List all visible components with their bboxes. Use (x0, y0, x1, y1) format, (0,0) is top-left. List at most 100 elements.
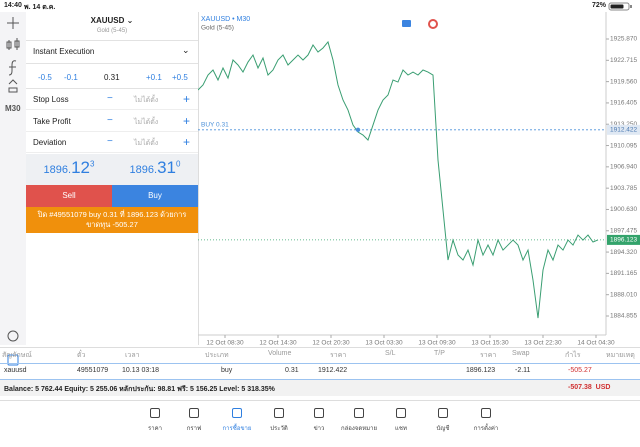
cell-ticket: 49551079 (77, 367, 109, 374)
x-tick-label: 14 Oct 04:30 (577, 340, 615, 347)
x-tick-label: 13 Oct 22:30 (524, 340, 562, 347)
tab-label[interactable]: ประวัติ (270, 426, 288, 432)
volume-value: 0.31 (104, 73, 120, 82)
objects-icon[interactable] (8, 79, 18, 93)
cell-profit: -505.27 (568, 367, 592, 374)
tab-label[interactable]: ข่าว (313, 426, 325, 432)
tab-label[interactable]: กราฟ (186, 426, 202, 432)
y-tick-label: 1925.870 (610, 36, 637, 43)
new-order-icon[interactable] (7, 354, 19, 366)
tab-icon[interactable] (150, 408, 160, 418)
tab-icon[interactable] (314, 408, 324, 418)
symbol-name: XAUUSD (90, 16, 125, 25)
cell-symbol: xauusd (4, 367, 27, 374)
decrease-button[interactable]: − (107, 93, 113, 104)
tab-icon[interactable] (396, 408, 406, 418)
timeframe-button[interactable]: M30 (5, 104, 21, 113)
account-summary: Balance: 5 762.44 Equity: 5 255.06 หลักป… (4, 386, 275, 393)
tab-label[interactable]: กล่องจดหมาย (340, 426, 378, 432)
position-row-highlight[interactable] (0, 363, 640, 380)
y-tick-label: 1910.095 (610, 142, 637, 149)
divider (26, 130, 198, 132)
status-date: พ. 14 ต.ค. (24, 4, 56, 11)
sell-button[interactable]: Sell (26, 185, 112, 207)
divider (26, 63, 198, 64)
volume-step[interactable]: -0.1 (64, 73, 78, 82)
chart-tool-icon (402, 20, 411, 27)
decrease-button[interactable]: − (107, 114, 113, 126)
execution-chevron[interactable]: ⌄ (182, 45, 190, 55)
tab-icon[interactable] (274, 408, 284, 418)
tab-label[interactable]: บัญชี (436, 426, 450, 432)
field-value[interactable]: ไม่ได้ตั้ง (134, 118, 159, 126)
column-header: หมายเหตุ (606, 352, 635, 359)
tab-icon[interactable] (232, 408, 242, 418)
tab-label[interactable]: การตั้งค่า (473, 426, 499, 432)
buy-button[interactable]: Buy (112, 185, 198, 207)
y-tick-label: 1903.785 (610, 185, 637, 192)
order-price-tag (607, 124, 640, 135)
toolbar-bottom-icons (7, 330, 19, 366)
execution-type[interactable]: Instant Execution (33, 47, 95, 56)
current-price-label: 1896.123 (610, 237, 637, 244)
x-tick-label: 13 Oct 15:30 (471, 340, 509, 347)
column-header: เวลา (125, 352, 140, 359)
column-header: กำไร (565, 352, 581, 359)
x-tick-label: 13 Oct 09:30 (418, 340, 456, 347)
bid-point: 3 (90, 159, 95, 169)
tab-label[interactable]: การซื้อขาย (222, 426, 252, 432)
field-value[interactable]: ไม่ได้ตั้ง (134, 140, 159, 147)
divider (26, 109, 198, 110)
tab-label[interactable]: ราคา (148, 426, 162, 432)
volume-step[interactable]: +0.1 (146, 73, 162, 82)
indicators-icon[interactable] (6, 38, 20, 50)
price-line (198, 40, 599, 319)
cell-open-price: 1912.422 (318, 367, 348, 374)
ask-pips: 31 (157, 158, 176, 177)
search-icon[interactable] (7, 330, 19, 342)
order-result-message: ปิด #49551079 buy 0.31 ที่ 1896.123 ด้วย… (26, 207, 198, 233)
y-tick-label: 1922.715 (610, 57, 637, 64)
y-tick-label: 1913.250 (610, 121, 637, 128)
divider (26, 152, 198, 153)
volume-step[interactable]: -0.5 (38, 73, 52, 82)
column-header: T/P (434, 350, 445, 357)
increase-button[interactable]: + (183, 135, 191, 149)
crosshair-icon[interactable] (7, 17, 19, 29)
cell-volume: 0.31 (285, 367, 299, 374)
increase-button[interactable]: + (183, 113, 191, 128)
decrease-button[interactable]: − (107, 136, 113, 147)
current-price-tag (607, 234, 640, 245)
increase-button[interactable]: + (183, 92, 191, 106)
column-header: สัญลักษณ์ (2, 352, 32, 359)
tab-icon[interactable] (354, 408, 364, 418)
y-tick-label: 1884.855 (610, 313, 637, 320)
quote-box (26, 154, 198, 185)
tab-icon[interactable] (189, 408, 199, 418)
tab-icon[interactable] (481, 408, 491, 418)
cell-type: buy (221, 367, 233, 374)
divider (26, 40, 198, 41)
field-value[interactable]: ไม่ได้ตั้ง (134, 97, 159, 104)
field-label: Take Profit (33, 116, 71, 126)
x-tick-label: 13 Oct 03:30 (365, 340, 403, 347)
function-icon[interactable] (8, 60, 17, 76)
tab-icon[interactable] (438, 408, 448, 418)
battery-icon (608, 2, 632, 11)
divider (0, 400, 640, 401)
x-tick-label: 12 Oct 08:30 (206, 340, 244, 347)
y-tick-label: 1906.940 (610, 164, 637, 171)
status-time: 14:40 (4, 2, 22, 9)
tab-label[interactable]: แชท (395, 426, 407, 432)
column-header: Volume (268, 350, 292, 357)
y-tick-label: 1900.630 (610, 206, 637, 213)
symbol-description: Gold (5-45) (96, 28, 128, 34)
y-tick-label: 1888.010 (610, 291, 637, 298)
total-value: -507.38 (568, 384, 592, 391)
x-tick-label: 12 Oct 20:30 (312, 340, 350, 347)
y-tick-label: 1897.475 (610, 227, 637, 234)
order-symbol[interactable]: XAUUSD ⌄ (90, 16, 134, 25)
cell-time: 10.13 03:18 (122, 367, 159, 374)
volume-step[interactable]: +0.5 (172, 73, 188, 82)
